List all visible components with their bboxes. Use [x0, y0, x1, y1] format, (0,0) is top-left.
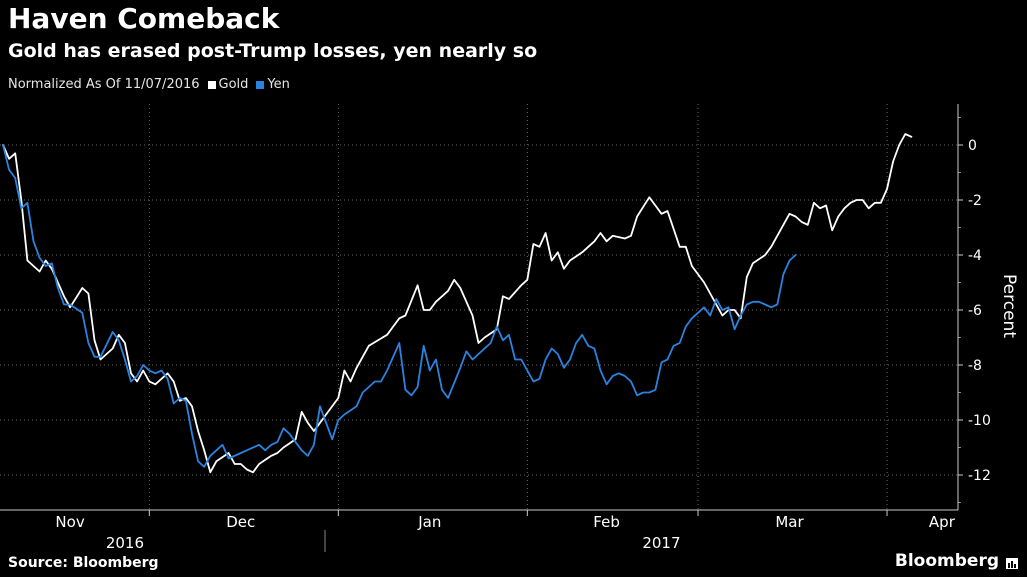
legend-label-yen: Yen: [267, 77, 290, 92]
legend-prefix: Normalized As Of 11/07/2016: [8, 77, 200, 92]
legend-swatch-yen: [256, 80, 265, 89]
x-year-label: 2016: [106, 534, 144, 552]
legend-entry-yen: Yen: [256, 77, 290, 92]
legend-label-gold: Gold: [218, 77, 249, 92]
y-tick-label: -12: [968, 468, 991, 484]
y-tick-label: -4: [968, 248, 982, 264]
chart-subtitle: Gold has erased post-Trump losses, yen n…: [8, 40, 538, 62]
series: [2, 133, 913, 474]
y-axis-title: Percent: [999, 274, 1019, 338]
y-tick-label: -6: [968, 303, 982, 319]
grid-lines: [0, 104, 958, 510]
x-tick-label: Mar: [775, 513, 804, 531]
bloomberg-logo: Bloomberg: [894, 551, 999, 571]
x-tick-label: Feb: [593, 513, 620, 531]
tick-labels: 0 -2 -4 -6 -8 -10 -12 Nov Dec Jan Feb Mar Apr 2016 201…: [55, 138, 1019, 552]
series-line-yen: [2, 144, 797, 468]
axes: [0, 104, 963, 552]
y-tick-label: -10: [968, 413, 991, 429]
series-line-gold: [2, 133, 913, 474]
bloomberg-mark-icon: [1006, 558, 1018, 569]
source-note: Source: Bloomberg: [8, 555, 159, 571]
legend-entry-gold: Gold: [207, 77, 249, 92]
x-tick-label: Jan: [417, 513, 441, 531]
y-tick-label: -8: [968, 358, 982, 374]
legend-swatch-gold: [207, 80, 216, 89]
x-tick-label: Apr: [929, 513, 956, 531]
legend: Normalized As Of 11/07/2016 Gold Yen: [8, 77, 290, 92]
x-year-label: 2017: [642, 534, 680, 552]
chart-title: Haven Comeback: [8, 2, 280, 35]
x-tick-label: Nov: [55, 513, 84, 531]
y-tick-label: 0: [968, 138, 977, 154]
x-tick-label: Dec: [226, 513, 255, 531]
y-tick-label: -2: [968, 193, 982, 209]
